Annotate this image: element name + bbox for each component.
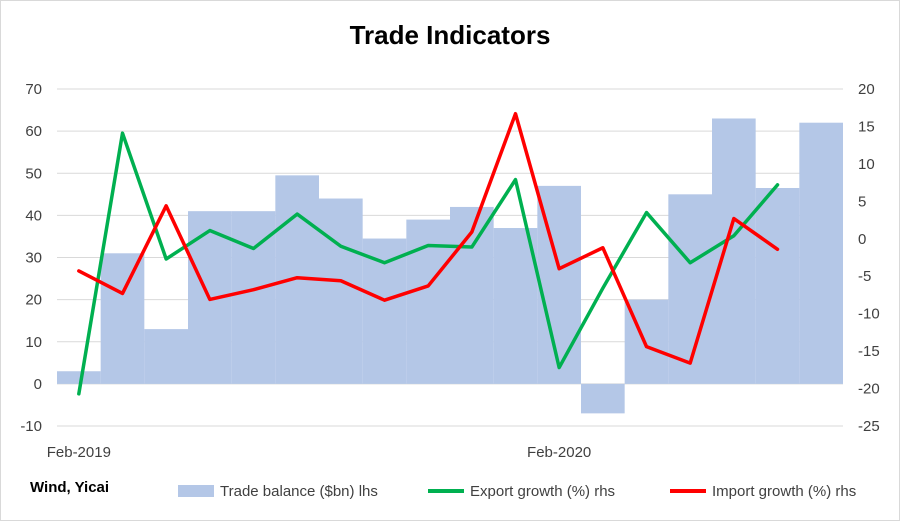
left-tick-label: 40 xyxy=(25,207,42,224)
bar-trade-balance xyxy=(362,238,407,384)
x-tick-label: Feb-2020 xyxy=(527,444,591,461)
right-tick-label: 20 xyxy=(858,81,875,98)
x-tick-label: Feb-2019 xyxy=(47,444,111,461)
x-axis-ticks: Feb-2019 Feb-2020 xyxy=(47,444,592,461)
left-tick-label: 70 xyxy=(25,81,42,98)
legend-item-import-growth: Import growth (%) rhs xyxy=(670,480,856,502)
chart-title: Trade Indicators xyxy=(349,20,551,50)
legend-swatch-export-growth xyxy=(428,489,464,493)
legend-swatch-trade-balance xyxy=(178,485,214,497)
source-label: Wind, Yicai xyxy=(30,479,110,496)
bar-trade-balance xyxy=(712,118,756,384)
bar-trade-balance xyxy=(319,198,363,384)
bar-trade-balance xyxy=(450,206,494,384)
right-tick-label: -10 xyxy=(858,306,880,323)
legend-label-trade-balance: Trade balance ($bn) lhs xyxy=(220,482,378,500)
left-tick-label: -10 xyxy=(20,418,42,435)
left-tick-label: 30 xyxy=(25,250,42,267)
bar-trade-balance xyxy=(493,228,538,384)
right-tick-label: -15 xyxy=(858,343,880,360)
right-tick-label: 10 xyxy=(858,156,875,173)
bar-trade-balance xyxy=(755,187,800,384)
legend-swatch-import-growth xyxy=(670,489,706,493)
bar-trade-balance xyxy=(231,211,276,384)
left-tick-label: 20 xyxy=(25,292,42,309)
bar-trade-balance xyxy=(144,329,188,384)
legend-item-trade-balance: Trade balance ($bn) lhs xyxy=(178,480,378,502)
bar-trade-balance xyxy=(799,122,843,384)
bar-series-trade-balance xyxy=(57,118,843,414)
right-tick-label: -5 xyxy=(858,268,871,285)
line-export-growth xyxy=(77,131,780,396)
legend-label-import-growth: Import growth (%) rhs xyxy=(712,482,857,500)
left-axis-ticks: -10 0 10 20 30 40 50 60 70 xyxy=(20,81,42,435)
left-tick-label: 0 xyxy=(34,376,42,393)
bar-trade-balance xyxy=(581,383,625,414)
bar-trade-balance xyxy=(57,371,101,384)
right-tick-label: 5 xyxy=(858,193,866,210)
right-tick-label: 0 xyxy=(858,231,866,248)
right-axis-ticks: -25 -20 -15 -10 -5 0 5 10 15 20 xyxy=(858,81,880,435)
right-tick-label: 15 xyxy=(858,118,875,135)
left-tick-label: 50 xyxy=(25,165,42,182)
legend-label-export-growth: Export growth (%) rhs xyxy=(470,482,616,500)
bar-trade-balance xyxy=(668,194,712,384)
line-import-growth xyxy=(77,111,780,365)
left-tick-label: 10 xyxy=(25,334,42,351)
legend-item-export-growth: Export growth (%) rhs xyxy=(428,480,615,502)
right-tick-label: -25 xyxy=(858,418,880,435)
right-tick-label: -20 xyxy=(858,381,880,398)
left-tick-label: 60 xyxy=(25,123,42,140)
bar-trade-balance xyxy=(100,253,145,384)
line-series xyxy=(77,111,780,396)
